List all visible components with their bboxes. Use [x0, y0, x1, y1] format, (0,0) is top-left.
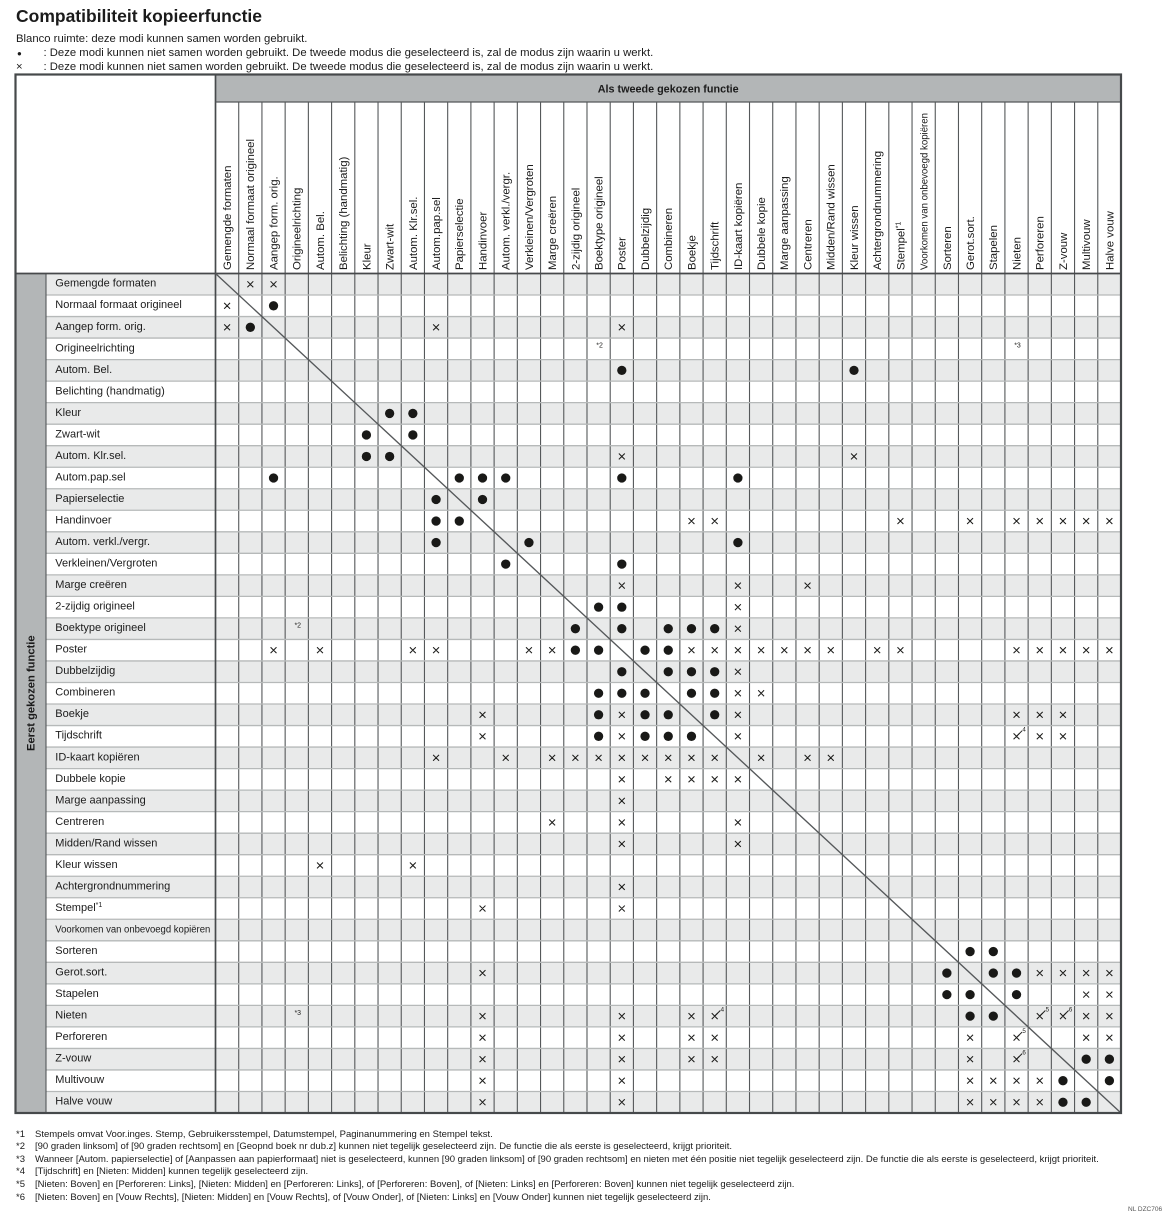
svg-text:Stapelen: Stapelen — [988, 225, 1000, 270]
svg-text:Tijdschrift: Tijdschrift — [55, 730, 102, 742]
svg-text:Autom. Klr.sel.: Autom. Klr.sel. — [408, 197, 420, 270]
svg-text:Autom. Bel.: Autom. Bel. — [55, 364, 112, 376]
svg-text:Gemengde formaten: Gemengde formaten — [55, 278, 156, 290]
svg-text:Dubbele kopie: Dubbele kopie — [55, 773, 125, 785]
svg-text:Sorteren: Sorteren — [55, 945, 97, 957]
svg-text:Boektype origineel: Boektype origineel — [594, 176, 606, 270]
svg-text:Poster: Poster — [55, 644, 87, 656]
svg-text:Centreren: Centreren — [803, 219, 815, 270]
svg-text:Voorkomen van onbevoegd kopiër: Voorkomen van onbevoegd kopiëren — [55, 924, 210, 935]
svg-text:Marge aanpassing: Marge aanpassing — [779, 176, 791, 270]
svg-text:Kleur wissen: Kleur wissen — [55, 859, 117, 871]
svg-text:Boekje: Boekje — [686, 235, 698, 270]
svg-text:*3: *3 — [294, 1010, 301, 1017]
svg-text:Autom. Klr.sel.: Autom. Klr.sel. — [55, 450, 126, 462]
svg-text:Marge creëren: Marge creëren — [547, 196, 559, 270]
svg-text:Multivouw: Multivouw — [1081, 219, 1093, 270]
svg-text:ID-kaart kopiëren: ID-kaart kopiëren — [55, 751, 139, 763]
svg-text:ID-kaart kopiëren: ID-kaart kopiëren — [733, 183, 745, 270]
svg-text:Handinvoer: Handinvoer — [477, 212, 489, 270]
svg-text:Gerot.sort.: Gerot.sort. — [55, 967, 107, 979]
svg-text:Boekje: Boekje — [55, 708, 89, 720]
svg-text:Halve vouw: Halve vouw — [1104, 210, 1116, 270]
svg-text:Dubbelzijdig: Dubbelzijdig — [640, 208, 652, 270]
svg-text:Aangep form. orig.: Aangep form. orig. — [268, 176, 280, 270]
svg-text:2-zijdig origineel: 2-zijdig origineel — [55, 601, 135, 613]
svg-text:Stempel*1: Stempel*1 — [895, 221, 907, 270]
svg-text:Autom. verkl./vergr.: Autom. verkl./vergr. — [501, 172, 513, 270]
svg-text:Papierselectie: Papierselectie — [55, 493, 124, 505]
svg-text:*2: *2 — [596, 343, 603, 350]
svg-text:Zwart-wit: Zwart-wit — [385, 223, 397, 270]
svg-text:Achtergrondnummering: Achtergrondnummering — [872, 151, 884, 270]
svg-text:Belichting (handmatig): Belichting (handmatig) — [55, 385, 164, 397]
svg-text:Poster: Poster — [617, 237, 629, 270]
svg-text:Verkleinen/Vergroten: Verkleinen/Vergroten — [524, 164, 536, 270]
svg-text:Stempel*1: Stempel*1 — [55, 902, 102, 914]
svg-text:Combineren: Combineren — [663, 208, 675, 270]
svg-text:2-zijdig origineel: 2-zijdig origineel — [570, 188, 582, 270]
svg-text:Origineelrichting: Origineelrichting — [55, 342, 134, 354]
svg-text:Autom. Bel.: Autom. Bel. — [315, 211, 327, 270]
svg-text:Papierselectie: Papierselectie — [454, 198, 466, 270]
svg-text:Nieten: Nieten — [1011, 237, 1023, 270]
svg-text:Autom.pap.sel: Autom.pap.sel — [55, 471, 125, 483]
svg-text:Marge creëren: Marge creëren — [55, 579, 127, 591]
svg-text:Autom.pap.sel: Autom.pap.sel — [431, 197, 443, 270]
svg-text:Nieten: Nieten — [55, 1010, 87, 1022]
svg-text:Normaal formaat origineel: Normaal formaat origineel — [55, 299, 182, 311]
svg-text:*3: *3 — [1014, 343, 1021, 350]
svg-text:Z-vouw: Z-vouw — [55, 1053, 91, 1065]
svg-text:Handinvoer: Handinvoer — [55, 514, 112, 526]
svg-text:Perforeren: Perforeren — [55, 1031, 107, 1043]
svg-text:Eerst gekozen functie: Eerst gekozen functie — [26, 635, 38, 751]
svg-text:Normaal formaat origineel: Normaal formaat origineel — [245, 139, 257, 270]
svg-text:Gerot.sort.: Gerot.sort. — [965, 216, 977, 270]
svg-text:Verkleinen/Vergroten: Verkleinen/Vergroten — [55, 558, 157, 570]
svg-text:Zwart-wit: Zwart-wit — [55, 428, 100, 440]
svg-text:Sorteren: Sorteren — [942, 226, 954, 270]
svg-text:6: 6 — [1069, 1007, 1073, 1014]
svg-text:Kleur: Kleur — [361, 243, 373, 270]
svg-text:Aangep form. orig.: Aangep form. orig. — [55, 321, 146, 333]
svg-text:Kleur wissen: Kleur wissen — [849, 205, 861, 270]
svg-text:5: 5 — [1022, 1028, 1026, 1035]
svg-text:Centreren: Centreren — [55, 816, 104, 828]
svg-text:Voorkomen van onbevoegd kopiër: Voorkomen van onbevoegd kopiëren — [920, 113, 931, 270]
svg-text:Combineren: Combineren — [55, 687, 115, 699]
svg-text:Origineelrichting: Origineelrichting — [292, 188, 304, 270]
svg-text:4: 4 — [1022, 727, 1026, 734]
svg-text:Tijdschrift: Tijdschrift — [710, 221, 722, 270]
svg-text:Midden/Rand wissen: Midden/Rand wissen — [55, 837, 157, 849]
svg-text:Midden/Rand wissen: Midden/Rand wissen — [826, 164, 838, 270]
svg-text:Z-vouw: Z-vouw — [1058, 232, 1070, 270]
svg-text:*2: *2 — [294, 622, 301, 629]
svg-text:Dubbelzijdig: Dubbelzijdig — [55, 665, 115, 677]
svg-text:Gemengde formaten: Gemengde formaten — [222, 166, 234, 270]
svg-text:Dubbele kopie: Dubbele kopie — [756, 197, 768, 270]
svg-text:Boektype origineel: Boektype origineel — [55, 622, 146, 634]
svg-text:6: 6 — [1022, 1050, 1026, 1057]
svg-text:Perforeren: Perforeren — [1035, 216, 1047, 270]
svg-text:Belichting (handmatig): Belichting (handmatig) — [338, 156, 350, 270]
svg-text:Multivouw: Multivouw — [55, 1074, 104, 1086]
svg-text:Marge aanpassing: Marge aanpassing — [55, 794, 146, 806]
svg-text:5: 5 — [1046, 1007, 1050, 1014]
svg-text:Autom. verkl./vergr.: Autom. verkl./vergr. — [55, 536, 150, 548]
svg-text:Kleur: Kleur — [55, 407, 81, 419]
svg-text:Halve vouw: Halve vouw — [55, 1096, 112, 1108]
svg-text:Als tweede gekozen functie: Als tweede gekozen functie — [598, 84, 739, 96]
svg-text:4: 4 — [721, 1007, 725, 1014]
svg-text:Stapelen: Stapelen — [55, 988, 98, 1000]
svg-text:Achtergrondnummering: Achtergrondnummering — [55, 880, 170, 892]
